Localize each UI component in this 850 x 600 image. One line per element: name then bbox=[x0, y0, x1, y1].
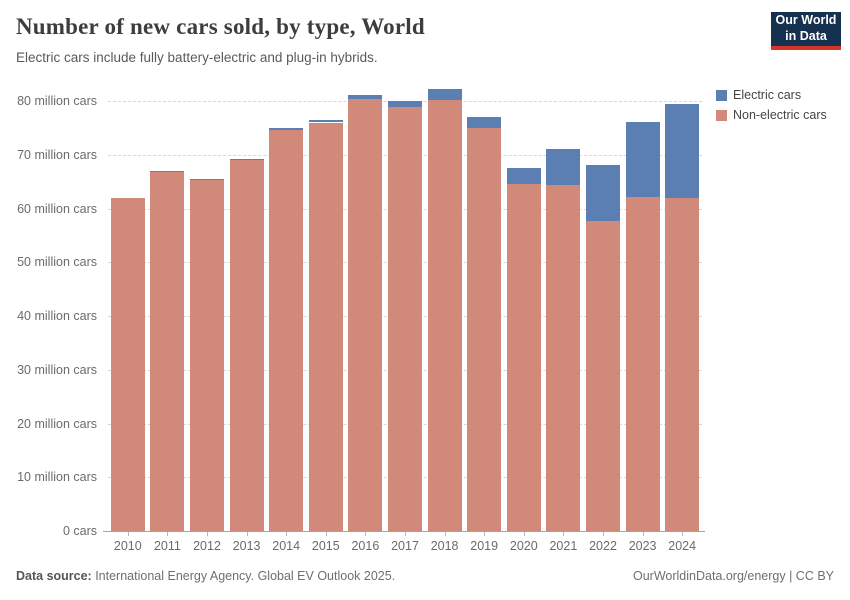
bar-segment-2016-electric-cars[interactable] bbox=[348, 94, 383, 99]
x-axis-label-2024: 2024 bbox=[668, 539, 697, 553]
bar-segment-2012-electric-cars[interactable] bbox=[190, 178, 224, 180]
bar-segment-2023-electric-cars[interactable] bbox=[625, 121, 660, 197]
y-axis-label-30: 30 million cars bbox=[17, 362, 97, 377]
bar-segment-2024-electric-cars[interactable] bbox=[665, 103, 700, 198]
bar-segment-2013-electric-cars[interactable] bbox=[229, 158, 264, 160]
data-source-text: International Energy Agency. Global EV O… bbox=[91, 569, 396, 583]
x-axis-label-2021: 2021 bbox=[549, 539, 578, 553]
page-title: Number of new cars sold, by type, World bbox=[16, 14, 425, 39]
bar-segment-2019-electric-cars[interactable] bbox=[467, 117, 502, 129]
legend-label-non-electric: Non-electric cars bbox=[733, 108, 827, 122]
x-axis-tick-2022 bbox=[603, 532, 604, 536]
y-axis-label-50: 50 million cars bbox=[17, 255, 97, 270]
x-axis-tick-2014 bbox=[286, 532, 288, 536]
bar-segment-2011-non-electric-cars[interactable] bbox=[150, 170, 185, 531]
x-axis-tick-2012 bbox=[207, 532, 208, 536]
y-axis-label-40: 40 million cars bbox=[17, 309, 97, 323]
y-axis-label-20: 20 million cars bbox=[17, 416, 97, 431]
x-axis-tick-2019 bbox=[484, 532, 486, 536]
owid-logo-text: Our World in Data bbox=[775, 13, 837, 43]
x-axis-tick-2015 bbox=[325, 532, 327, 536]
bar-segment-2018-electric-cars[interactable] bbox=[427, 89, 462, 100]
x-axis-label-2011: 2011 bbox=[153, 539, 181, 553]
x-axis-tick-2021 bbox=[563, 532, 565, 536]
bar-segment-2017-non-electric-cars[interactable] bbox=[388, 107, 422, 531]
y-axis-label-70: 70 million cars bbox=[17, 147, 97, 162]
legend-swatch-electric-icon bbox=[716, 89, 727, 101]
bar-segment-2020-electric-cars[interactable] bbox=[506, 168, 541, 185]
x-axis-label-2010: 2010 bbox=[113, 539, 142, 553]
bar-segment-2014-non-electric-cars[interactable] bbox=[269, 130, 304, 531]
x-axis-tick-2011 bbox=[167, 532, 169, 536]
y-axis-label-10: 10 million cars bbox=[17, 470, 97, 485]
x-axis-label-2019: 2019 bbox=[470, 539, 499, 553]
x-axis-label-2020: 2020 bbox=[509, 539, 538, 553]
bar-segment-2021-electric-cars[interactable] bbox=[546, 149, 581, 185]
x-axis-tick-2010 bbox=[127, 532, 129, 536]
owid-logo[interactable]: Our World in Data bbox=[771, 12, 841, 50]
x-axis-tick-2013 bbox=[246, 532, 248, 536]
x-axis-label-2015: 2015 bbox=[311, 539, 340, 553]
bar-segment-2016-non-electric-cars[interactable] bbox=[348, 98, 383, 531]
x-axis-label-2022: 2022 bbox=[589, 539, 617, 553]
bar-segment-2015-non-electric-cars[interactable] bbox=[308, 122, 343, 531]
legend-item-electric-cars[interactable]: Electric cars bbox=[716, 88, 827, 102]
chart-subtitle: Electric cars include fully battery-elec… bbox=[16, 50, 378, 65]
bar-segment-2019-non-electric-cars[interactable] bbox=[467, 128, 502, 531]
x-axis-tick-2017 bbox=[405, 532, 406, 536]
y-axis-label-80: 80 million cars bbox=[17, 94, 97, 108]
bar-segment-2015-electric-cars[interactable] bbox=[308, 119, 343, 123]
legend-label-electric: Electric cars bbox=[733, 88, 802, 102]
data-source-label: Data source: bbox=[16, 569, 92, 583]
x-axis-label-2014: 2014 bbox=[272, 539, 301, 553]
y-axis-label-0: 0 cars bbox=[62, 524, 97, 538]
bar-segment-2024-non-electric-cars[interactable] bbox=[665, 197, 700, 531]
legend-item-non-electric-cars[interactable]: Non-electric cars bbox=[716, 108, 827, 122]
x-axis-label-2013: 2013 bbox=[232, 539, 261, 553]
bar-segment-2021-non-electric-cars[interactable] bbox=[546, 184, 581, 531]
legend-swatch-non-electric-icon bbox=[716, 109, 727, 121]
x-axis-tick-2020 bbox=[523, 532, 525, 536]
bar-segment-2023-non-electric-cars[interactable] bbox=[625, 196, 660, 531]
x-axis-label-2012: 2012 bbox=[193, 539, 221, 553]
bar-segment-2014-electric-cars[interactable] bbox=[269, 128, 304, 131]
legend: Electric cars Non-electric cars bbox=[716, 88, 827, 128]
x-axis-line bbox=[103, 531, 705, 532]
bar-segment-2022-non-electric-cars[interactable] bbox=[586, 221, 620, 531]
bar-segment-2020-non-electric-cars[interactable] bbox=[506, 184, 541, 531]
bar-segment-2010-non-electric-cars[interactable] bbox=[110, 197, 145, 531]
bar-segment-2012-non-electric-cars[interactable] bbox=[190, 179, 224, 531]
bar-segment-2018-non-electric-cars[interactable] bbox=[427, 99, 462, 531]
bar-segment-2017-electric-cars[interactable] bbox=[388, 101, 422, 108]
x-axis-label-2023: 2023 bbox=[628, 539, 657, 553]
y-axis-label-60: 60 million cars bbox=[17, 201, 97, 216]
x-axis-label-2016: 2016 bbox=[351, 539, 380, 553]
credit-link[interactable]: OurWorldinData.org/energy | CC BY bbox=[632, 569, 834, 583]
x-axis-label-2017: 2017 bbox=[391, 539, 419, 553]
x-axis-tick-2024 bbox=[682, 532, 684, 536]
x-axis-tick-2016 bbox=[365, 532, 367, 536]
x-axis-tick-2018 bbox=[444, 532, 446, 536]
x-axis-tick-2023 bbox=[642, 532, 644, 536]
x-axis-label-2018: 2018 bbox=[430, 539, 459, 553]
bar-segment-2022-electric-cars[interactable] bbox=[586, 164, 620, 222]
bar-segment-2013-non-electric-cars[interactable] bbox=[229, 159, 264, 531]
data-source-note: Data source: International Energy Agency… bbox=[16, 569, 395, 583]
